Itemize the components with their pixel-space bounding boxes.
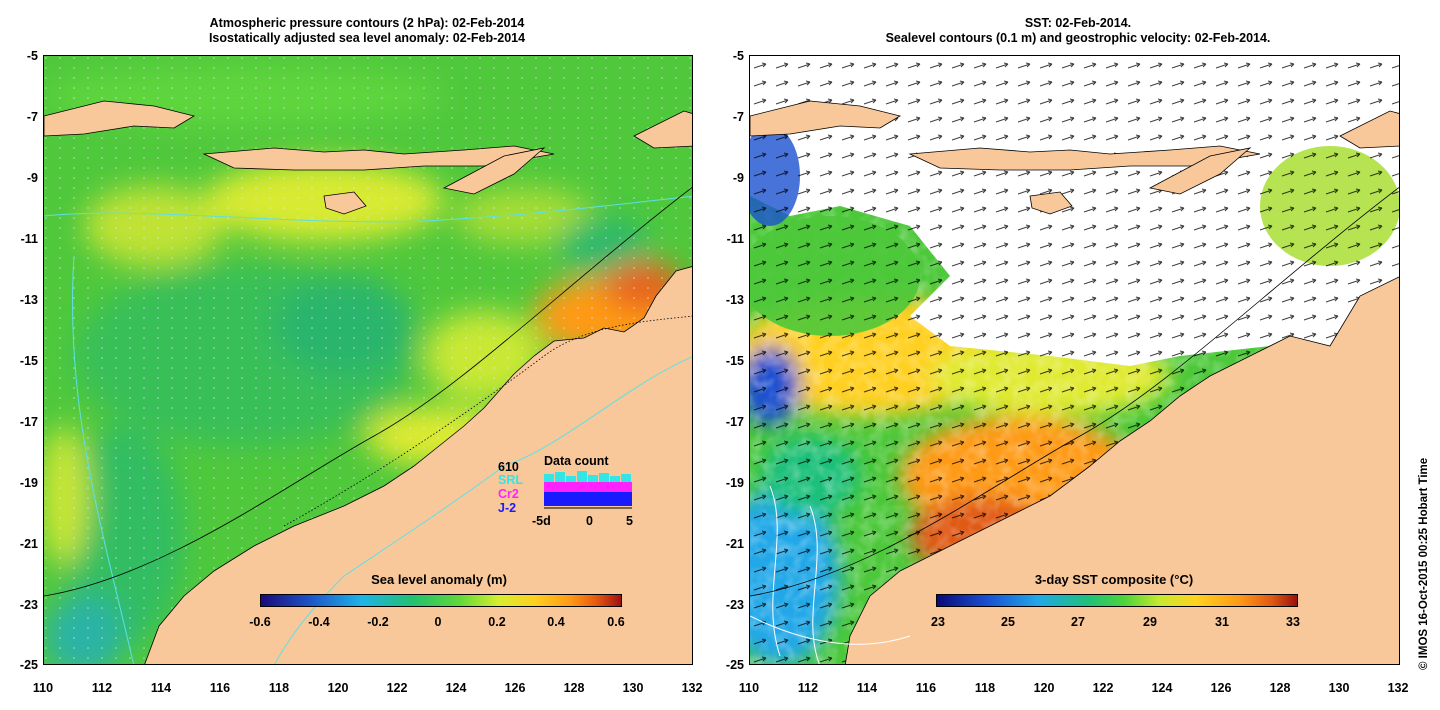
sst-colorbar-title: 3-day SST composite (°C) bbox=[1034, 572, 1194, 587]
sst-colorbar-tick: 23 bbox=[931, 615, 945, 629]
sla-colorbar-tick: -0.4 bbox=[308, 615, 330, 629]
lat-tick: -11 bbox=[20, 232, 38, 246]
lat-tick: -5 bbox=[26, 49, 38, 63]
lat-tick: -23 bbox=[19, 598, 38, 612]
data-count-total: 610 bbox=[498, 460, 519, 474]
lat-tick: -15 bbox=[725, 354, 744, 368]
lon-tick: 118 bbox=[268, 681, 290, 695]
data-count-tick-mid: 0 bbox=[586, 514, 593, 528]
lat-tick: -9 bbox=[732, 171, 744, 185]
timor-island-sst bbox=[1148, 147, 1252, 195]
lon-tick: 132 bbox=[1387, 681, 1409, 695]
lon-tick: 124 bbox=[445, 681, 467, 695]
sla-colorbar-tick: 0 bbox=[434, 615, 442, 629]
lon-tick: 120 bbox=[1033, 681, 1055, 695]
mission-cr2-label: Cr2 bbox=[498, 487, 519, 501]
left-title: Atmospheric pressure contours (2 hPa): 0… bbox=[162, 16, 572, 46]
data-count-bars bbox=[544, 471, 632, 509]
java-island-sst bbox=[750, 100, 902, 137]
lat-tick: -5 bbox=[732, 49, 744, 63]
data-count-title: Data count bbox=[544, 454, 609, 468]
lat-tick: -15 bbox=[19, 354, 38, 368]
data-count-tick-end: 5 bbox=[626, 514, 633, 528]
sst-colorbar-tick: 33 bbox=[1286, 615, 1300, 629]
lon-tick: 122 bbox=[386, 681, 408, 695]
north-island-sst bbox=[1339, 110, 1399, 149]
lon-tick: 112 bbox=[797, 681, 819, 695]
sla-colorbar-tick: -0.2 bbox=[367, 615, 389, 629]
lon-tick: 110 bbox=[32, 681, 54, 695]
lon-tick: 130 bbox=[622, 681, 644, 695]
australia-land bbox=[144, 266, 692, 664]
lat-tick: -11 bbox=[726, 232, 744, 246]
lat-tick: -21 bbox=[725, 537, 744, 551]
sst-colorbar-tick: 27 bbox=[1071, 615, 1085, 629]
data-count-bar-group bbox=[544, 471, 632, 509]
mission-j2-label: J-2 bbox=[498, 501, 517, 515]
sumba-island bbox=[323, 191, 367, 215]
sla-colorbar-title: Sea level anomaly (m) bbox=[371, 572, 507, 587]
lon-tick: 126 bbox=[504, 681, 526, 695]
sumba-island-sst bbox=[1029, 191, 1073, 215]
lon-tick: 118 bbox=[974, 681, 996, 695]
lat-tick: -19 bbox=[19, 476, 38, 490]
lat-tick: -9 bbox=[26, 171, 38, 185]
north-island bbox=[633, 110, 692, 149]
sst-map-canvas bbox=[750, 56, 1399, 664]
lon-tick: 128 bbox=[563, 681, 585, 695]
sst-colorbar bbox=[936, 594, 1298, 607]
lon-tick: 128 bbox=[1269, 681, 1291, 695]
right-title-line2: Sealevel contours (0.1 m) and geostrophi… bbox=[885, 31, 1271, 45]
lon-tick: 114 bbox=[150, 681, 172, 695]
sla-map-canvas bbox=[44, 56, 692, 664]
sst-colorbar-tick: 31 bbox=[1215, 615, 1229, 629]
left-title-line1: Atmospheric pressure contours (2 hPa): 0… bbox=[209, 16, 525, 30]
lat-tick: -23 bbox=[725, 598, 744, 612]
lat-tick: -21 bbox=[19, 537, 38, 551]
sst-colorbar-tick: 29 bbox=[1143, 615, 1157, 629]
sla-map: 610 Data count SRL Cr2 J-2 -5d 0 5 bbox=[43, 55, 693, 665]
sla-colorbar-tick: 0.4 bbox=[547, 615, 565, 629]
lat-tick: -25 bbox=[725, 658, 744, 672]
lat-tick: -25 bbox=[19, 658, 38, 672]
sla-colorbar-tick: -0.6 bbox=[249, 615, 271, 629]
timor-island bbox=[442, 147, 546, 195]
sla-colorbar bbox=[260, 594, 622, 607]
lat-tick: -19 bbox=[725, 476, 744, 490]
java-island bbox=[44, 100, 196, 137]
lon-tick: 116 bbox=[915, 681, 937, 695]
sla-colorbar-tick: 0.6 bbox=[607, 615, 625, 629]
lat-tick: -13 bbox=[19, 293, 38, 307]
lon-tick: 116 bbox=[209, 681, 231, 695]
left-title-line2: Isostatically adjusted sea level anomaly… bbox=[208, 31, 526, 45]
right-title-line1: SST: 02-Feb-2014. bbox=[1024, 16, 1132, 30]
sst-map bbox=[749, 55, 1400, 665]
lat-tick: -7 bbox=[26, 110, 38, 124]
lon-tick: 130 bbox=[1328, 681, 1350, 695]
lon-tick: 110 bbox=[738, 681, 760, 695]
lon-tick: 120 bbox=[327, 681, 349, 695]
data-count-inset: 610 Data count SRL Cr2 J-2 -5d 0 5 bbox=[494, 454, 654, 534]
lon-tick: 132 bbox=[681, 681, 703, 695]
mission-srl-label: SRL bbox=[498, 473, 523, 487]
right-title: SST: 02-Feb-2014. Sealevel contours (0.1… bbox=[838, 16, 1318, 46]
sla-colorbar-tick: 0.2 bbox=[488, 615, 506, 629]
lon-tick: 122 bbox=[1092, 681, 1114, 695]
lat-tick: -13 bbox=[725, 293, 744, 307]
lon-tick: 124 bbox=[1151, 681, 1173, 695]
lon-tick: 112 bbox=[91, 681, 113, 695]
sst-colorbar-tick: 25 bbox=[1001, 615, 1015, 629]
lat-tick: -17 bbox=[725, 415, 744, 429]
lat-tick: -7 bbox=[732, 110, 744, 124]
australia-land-sst bbox=[844, 276, 1399, 664]
imos-credit: © IMOS 16-Oct-2015 00:25 Hobart Time bbox=[1418, 457, 1430, 670]
lon-tick: 114 bbox=[856, 681, 878, 695]
lon-tick: 126 bbox=[1210, 681, 1232, 695]
data-count-tick-start: -5d bbox=[532, 514, 551, 528]
lat-tick: -17 bbox=[19, 415, 38, 429]
